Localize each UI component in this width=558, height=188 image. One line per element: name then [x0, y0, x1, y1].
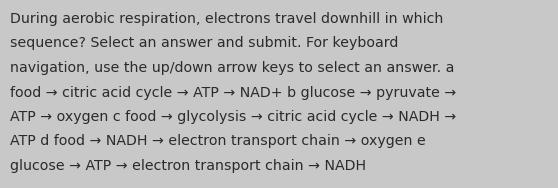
Text: sequence? Select an answer and submit. For keyboard: sequence? Select an answer and submit. F…: [10, 36, 398, 51]
Text: navigation, use the up/down arrow keys to select an answer. a: navigation, use the up/down arrow keys t…: [10, 61, 454, 75]
Text: ATP d food → NADH → electron transport chain → oxygen e: ATP d food → NADH → electron transport c…: [10, 134, 426, 149]
Text: During aerobic respiration, electrons travel downhill in which: During aerobic respiration, electrons tr…: [10, 12, 444, 26]
Text: ATP → oxygen c food → glycolysis → citric acid cycle → NADH →: ATP → oxygen c food → glycolysis → citri…: [10, 110, 456, 124]
Text: glucose → ATP → electron transport chain → NADH: glucose → ATP → electron transport chain…: [10, 159, 366, 173]
Text: food → citric acid cycle → ATP → NAD+ b glucose → pyruvate →: food → citric acid cycle → ATP → NAD+ b …: [10, 86, 456, 99]
